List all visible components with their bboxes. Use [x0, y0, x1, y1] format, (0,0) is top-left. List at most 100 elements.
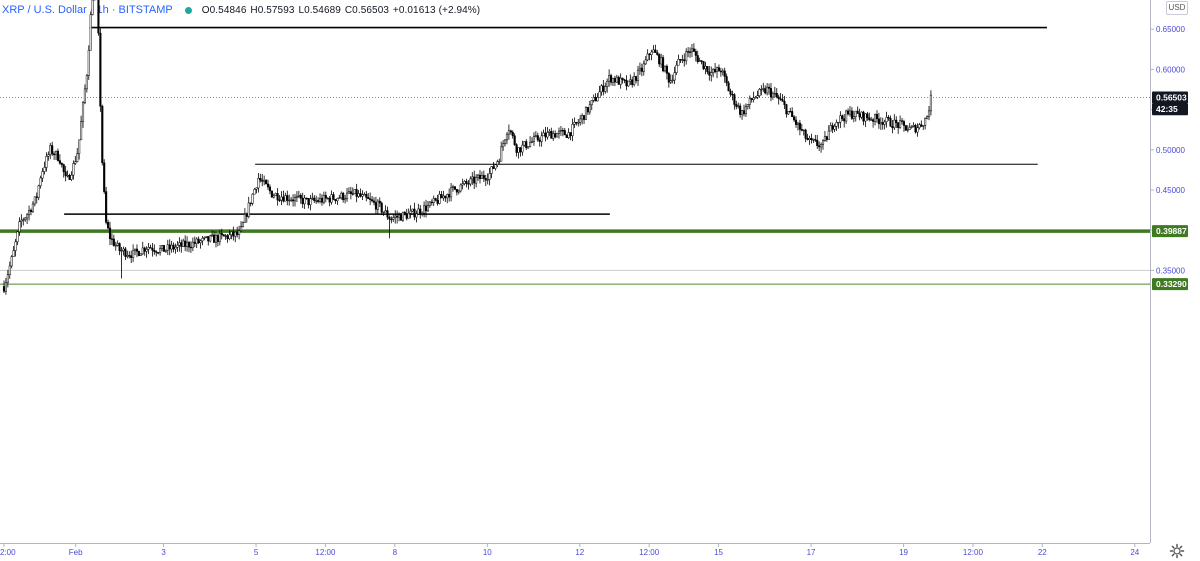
candle-body [845, 110, 848, 122]
candle-body [617, 76, 620, 85]
candle-body [812, 139, 815, 141]
candle-body [457, 190, 460, 193]
settings-gear-icon[interactable] [1169, 543, 1185, 559]
candle-body [727, 82, 730, 92]
price-axis-label-text: 0.39887 [1156, 226, 1187, 236]
high-value: H0.57593 [250, 4, 295, 16]
candle-body [920, 124, 923, 127]
candle-body [166, 244, 169, 251]
candle-body [465, 181, 468, 184]
candle-body [340, 192, 343, 199]
candle-body [534, 135, 537, 137]
candle-body [554, 133, 557, 138]
candle-body [64, 171, 67, 176]
candle-body [590, 100, 593, 106]
symbol-title[interactable]: XRP / U.S. Dollar · 1h · BITSTAMP [2, 4, 173, 16]
candle-body [91, 0, 94, 15]
candle-body [627, 80, 630, 87]
candle-body [825, 136, 828, 140]
candle-body [650, 51, 653, 55]
candle-body [864, 113, 867, 122]
candle-body [440, 194, 443, 199]
candle-body [261, 179, 264, 182]
candle-body [157, 252, 160, 254]
candle-body [922, 125, 925, 127]
candle-body [28, 209, 31, 216]
candle-body [712, 69, 715, 73]
candle-body [783, 101, 786, 105]
candle-body [455, 189, 458, 193]
candle-body [384, 210, 387, 213]
candle-body [794, 119, 798, 125]
chart-header: XRP / U.S. Dollar · 1h · BITSTAMP O0.548… [2, 3, 481, 17]
open-value: O0.54846 [201, 4, 247, 16]
candle-body [663, 65, 667, 72]
candle-body [529, 142, 532, 147]
candle-body [862, 111, 865, 122]
candle-body [737, 105, 740, 107]
candle-body [502, 143, 505, 148]
candle-body [299, 195, 302, 199]
candle-body [559, 130, 562, 132]
candle-body [176, 244, 179, 248]
candle-body [927, 110, 931, 117]
candle-body [544, 132, 547, 138]
candle-body [536, 135, 539, 141]
candle-body [856, 110, 859, 114]
candle-body [268, 186, 271, 192]
candle-body [459, 184, 462, 192]
candle-body [831, 125, 834, 130]
candle-body [584, 107, 588, 120]
candle-body [785, 104, 788, 115]
candle-body [714, 69, 717, 73]
candle-body [401, 212, 404, 221]
candle-body [168, 244, 171, 250]
candle-body [625, 79, 628, 87]
candle-body [606, 80, 609, 87]
candle-body [887, 116, 890, 119]
candle-body [290, 199, 293, 201]
candle-body [648, 53, 651, 56]
candle-body [744, 106, 747, 115]
candle-body [428, 201, 431, 206]
candle-body [280, 196, 283, 201]
candle-body [833, 126, 836, 130]
candle-body [665, 65, 668, 74]
candle-body [345, 192, 349, 199]
candle-body [351, 193, 354, 195]
candle-body [563, 130, 566, 136]
candle-body [313, 197, 316, 201]
candle-body [843, 118, 846, 122]
candle-body [49, 145, 52, 155]
candle-body [581, 115, 584, 120]
candle-body [719, 70, 722, 73]
candle-body [500, 146, 503, 162]
time-tick-label: 3 [161, 548, 166, 557]
candle-body [910, 126, 913, 128]
candle-body [18, 221, 21, 232]
ohlc-readout: O0.54846 H0.57593 L0.54689 C0.56503 +0.0… [202, 5, 481, 16]
candle-body [251, 193, 254, 204]
candle-body [174, 247, 177, 250]
candle-body [596, 97, 599, 102]
candle-body [74, 161, 77, 164]
candle-body [43, 167, 46, 172]
candle-body [800, 129, 803, 131]
price-axis-label-text: 0.56503 [1156, 93, 1187, 103]
candle-body [83, 88, 86, 103]
candle-body [496, 161, 499, 165]
candle-body [288, 199, 291, 202]
candle-body [191, 241, 194, 248]
currency-button[interactable]: USD [1166, 1, 1188, 15]
candle-body [195, 238, 198, 244]
candle-body [538, 139, 541, 142]
candle-body [238, 230, 241, 235]
candle-body [265, 179, 268, 185]
candle-body [652, 49, 655, 53]
candle-body [446, 194, 449, 199]
candle-body [908, 127, 911, 130]
market-status-icon [184, 6, 192, 14]
candle-body [132, 249, 135, 258]
